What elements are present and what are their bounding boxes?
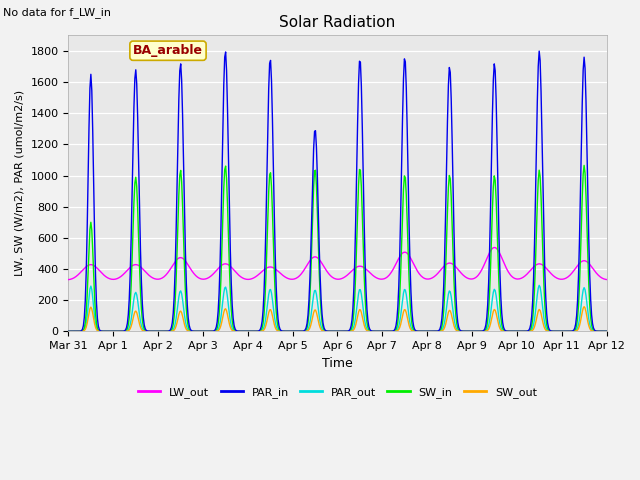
SW_out bbox=[534, 308, 542, 314]
LW_out bbox=[67, 276, 75, 282]
PAR_out bbox=[573, 327, 580, 333]
PAR_in bbox=[428, 328, 435, 334]
PAR_in bbox=[67, 328, 75, 334]
SW_out bbox=[572, 328, 579, 334]
SW_in bbox=[580, 163, 588, 168]
PAR_in bbox=[388, 328, 396, 334]
LW_out bbox=[603, 276, 611, 282]
PAR_out bbox=[253, 328, 260, 334]
PAR_out bbox=[603, 328, 611, 334]
SW_in bbox=[428, 328, 435, 334]
PAR_in bbox=[253, 328, 260, 334]
PAR_out bbox=[67, 328, 75, 334]
Line: SW_in: SW_in bbox=[68, 166, 607, 331]
PAR_in bbox=[535, 48, 543, 54]
PAR_in bbox=[534, 63, 542, 69]
SW_in bbox=[603, 328, 611, 334]
Legend: LW_out, PAR_in, PAR_out, SW_in, SW_out: LW_out, PAR_in, PAR_out, SW_in, SW_out bbox=[134, 383, 541, 403]
PAR_out bbox=[388, 328, 396, 334]
Text: BA_arable: BA_arable bbox=[133, 44, 203, 57]
PAR_out bbox=[534, 285, 542, 291]
SW_out bbox=[603, 328, 611, 334]
LW_out bbox=[535, 261, 543, 267]
Line: SW_out: SW_out bbox=[68, 307, 607, 331]
SW_in bbox=[388, 328, 396, 334]
LW_out bbox=[490, 245, 498, 251]
Line: PAR_out: PAR_out bbox=[68, 285, 607, 331]
LW_out bbox=[388, 268, 396, 274]
PAR_in bbox=[573, 313, 580, 319]
LW_out bbox=[253, 273, 260, 279]
PAR_in bbox=[65, 328, 72, 334]
SW_out bbox=[253, 328, 260, 334]
SW_out bbox=[388, 328, 396, 334]
SW_in bbox=[67, 328, 75, 334]
Line: PAR_in: PAR_in bbox=[68, 51, 607, 331]
Line: LW_out: LW_out bbox=[68, 248, 607, 280]
PAR_out bbox=[428, 328, 435, 334]
SW_in bbox=[253, 328, 260, 334]
SW_in bbox=[534, 177, 542, 183]
Text: No data for f_LW_in: No data for f_LW_in bbox=[3, 7, 111, 18]
LW_out bbox=[573, 264, 580, 270]
X-axis label: Time: Time bbox=[322, 357, 353, 370]
PAR_in bbox=[603, 328, 611, 334]
SW_in bbox=[65, 328, 72, 334]
SW_out bbox=[67, 328, 75, 334]
PAR_out bbox=[535, 282, 543, 288]
SW_in bbox=[572, 326, 579, 332]
SW_out bbox=[580, 304, 588, 310]
SW_out bbox=[65, 328, 72, 334]
LW_out bbox=[65, 277, 72, 283]
SW_out bbox=[428, 328, 435, 334]
Y-axis label: LW, SW (W/m2), PAR (umol/m2/s): LW, SW (W/m2), PAR (umol/m2/s) bbox=[15, 90, 25, 276]
Title: Solar Radiation: Solar Radiation bbox=[279, 15, 396, 30]
PAR_out bbox=[65, 328, 72, 334]
LW_out bbox=[428, 276, 435, 281]
